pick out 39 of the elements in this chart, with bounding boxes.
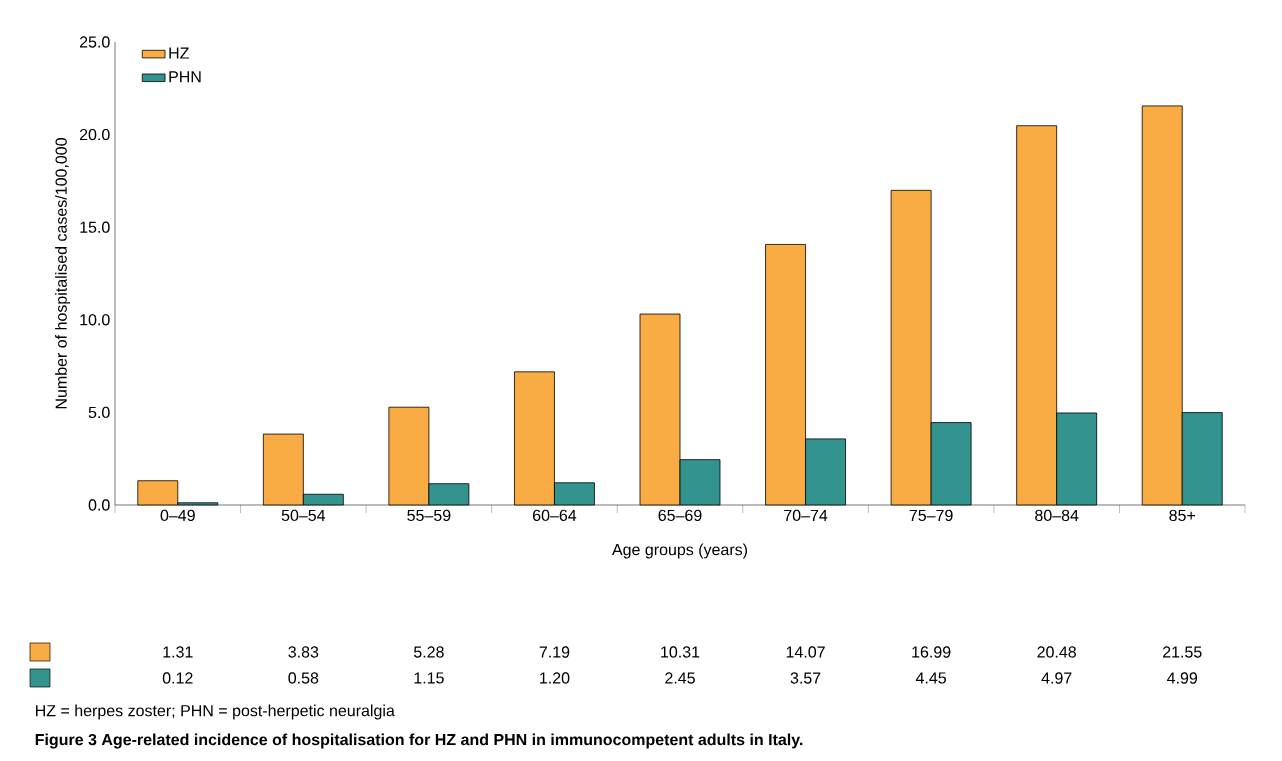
data-label: 10.31 [661,646,700,658]
legend-label: HZ [169,47,189,59]
data-label: 5.28 [413,646,444,658]
x-tick-label: 50–54 [281,509,326,522]
text: HZ = herpes zoster; PHN = post-herpetic neuralgia [36,704,395,720]
data-label: 14.07 [786,646,825,658]
y-tick-label: 25.0 [79,36,110,48]
data-label: 0.58 [288,672,319,684]
x-tick-label: 60–64 [533,509,577,522]
legend-label: PHN [169,71,201,83]
data-label: 20.48 [1037,646,1076,658]
data-label: 4.45 [915,672,947,684]
x-tick-label: 55–59 [407,509,451,522]
data-label: 2.45 [665,672,695,684]
x-tick-label: 0–49 [160,509,195,522]
data-label: 0.12 [162,672,193,684]
y-tick-label: 0.0 [88,499,110,511]
data-label: 16.99 [912,646,951,658]
data-label: 7.19 [539,646,570,658]
data-label: 1.15 [414,672,444,684]
y-tick-label: 10.0 [80,314,110,326]
data-label: 4.97 [1041,672,1072,684]
x-tick-label: 65–69 [658,509,702,522]
y-tick-label: 5.0 [88,406,110,419]
data-label: 3.83 [288,646,319,658]
x-axis-title: Age groups (years) [612,543,748,559]
y-tick-label: 20.0 [79,128,110,141]
x-tick-label: 85+ [1169,509,1196,522]
data-label: 1.31 [163,646,193,658]
y-tick-label: 15.0 [80,221,110,233]
y-axis-title: Number of hospitalised cases/100,000 [55,138,70,409]
text: Figure 3 Age-related incidence of hospitalisation for HZ and PHN in immunocompetent adults in Italy. [35,733,803,749]
data-label: 4.99 [1167,672,1198,684]
x-tick-label: 70–74 [784,509,828,522]
x-tick-label: 80–84 [1035,509,1079,522]
data-label: 3.57 [790,672,821,684]
data-label: 1.20 [540,672,570,684]
x-tick-label: 75–79 [909,509,953,522]
data-label: 21.55 [1163,646,1202,658]
